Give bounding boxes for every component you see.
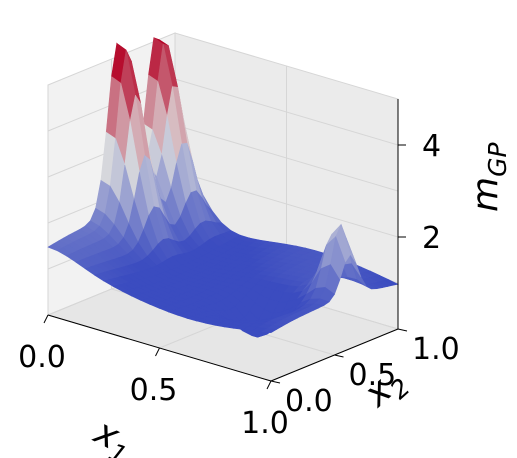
x2-tick-label: 1.0 (412, 332, 460, 367)
surface-mesh (47, 37, 399, 338)
x1-axis-label: x1 (84, 411, 139, 458)
x2-tick (397, 328, 408, 332)
z-tick-label: 4 (422, 129, 441, 164)
tick-labels: 0.00.51.00.00.51.024 (18, 129, 460, 441)
z-axis-label: mGP (465, 142, 512, 212)
x1-tick (43, 314, 49, 324)
x2-tick-label: 0.5 (349, 358, 397, 393)
x1-tick (155, 347, 160, 357)
surface-patch (260, 328, 278, 334)
x2-tick (270, 380, 281, 384)
x1-tick-label: 0.0 (18, 340, 66, 375)
x2-tick-label: 0.0 (285, 384, 333, 419)
z-tick-label: 2 (422, 221, 441, 256)
axis-lines (43, 99, 408, 390)
x1-tick-label: 1.0 (241, 406, 289, 441)
x1-tick (266, 380, 272, 390)
x2-tick (334, 354, 344, 358)
x1-tick-label: 0.5 (130, 373, 178, 408)
